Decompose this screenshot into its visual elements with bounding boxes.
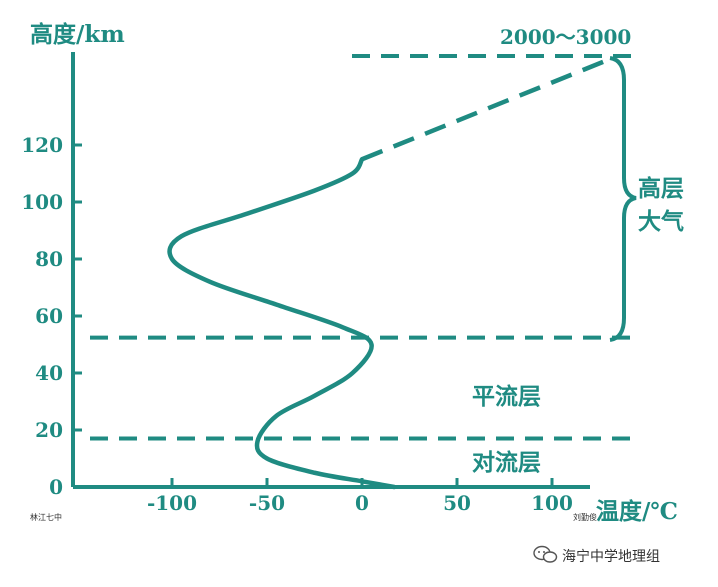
x-tick-label: 0	[355, 491, 369, 515]
y-tick-label: 40	[35, 361, 63, 385]
y-axis-title: 高度/km	[30, 21, 125, 48]
upper-atmosphere-label-line2: 大气	[638, 208, 684, 235]
x-axis-title: 温度/℃	[596, 498, 678, 525]
temperature-curve	[167, 157, 397, 490]
temperature-curve-extension	[361, 57, 610, 162]
y-tick-label: 80	[35, 247, 63, 271]
x-tick-label: -100	[147, 491, 197, 515]
x-tick-label: -50	[249, 491, 285, 515]
y-tick-label: 100	[21, 190, 63, 214]
upper-atmosphere-brace	[609, 56, 637, 342]
y-tick-label: 60	[35, 304, 63, 328]
y-tick-label: 120	[21, 133, 63, 157]
x-ticks: -100 -50 0 50 100	[147, 478, 573, 515]
layer-boundaries	[90, 335, 632, 441]
watermark: 海宁中学地理组	[533, 545, 660, 565]
x-tick-label: 100	[531, 491, 573, 515]
wechat-icon	[533, 545, 558, 563]
troposphere-label: 对流层	[472, 449, 541, 476]
y-tick-label: 0	[49, 475, 63, 499]
y-tick-label: 20	[35, 418, 63, 442]
corner-label-left: 林江七中	[30, 512, 62, 522]
corner-label-right: 刘勤俊	[573, 512, 597, 522]
stratosphere-label: 平流层	[472, 383, 541, 410]
watermark-text: 海宁中学地理组	[562, 548, 660, 565]
top-altitude-label: 2000～3000	[500, 25, 631, 49]
x-tick-label: 50	[443, 491, 471, 515]
upper-atmosphere-label-line1: 高层	[638, 175, 684, 202]
y-ticks: 0 20 40 60 80 100 120	[21, 133, 82, 499]
